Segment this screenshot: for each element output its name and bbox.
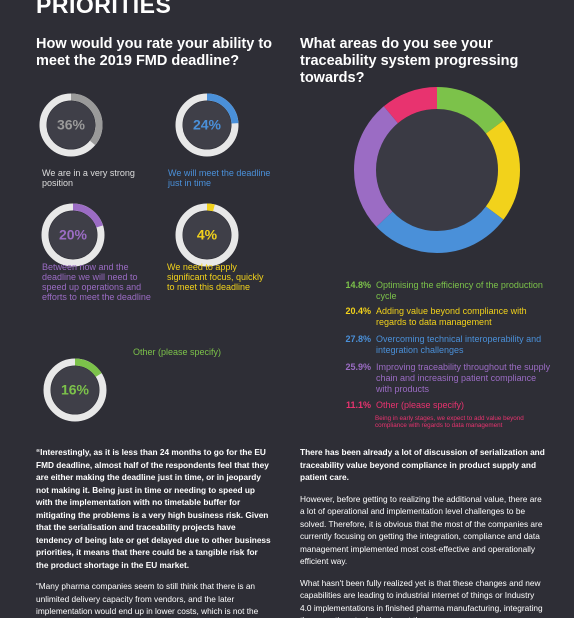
donut-segment <box>354 87 520 253</box>
donut-chart: 16% <box>43 358 107 422</box>
donut-hole <box>183 211 231 259</box>
paragraph: There has been already a lot of discussi… <box>300 447 545 482</box>
donut-hole <box>376 109 498 231</box>
donut-arc <box>39 93 103 157</box>
legend-label: Other (please specify) <box>376 400 465 410</box>
paragraph: “Many pharma companies seem to still thi… <box>36 581 259 616</box>
donut-arc <box>41 203 105 267</box>
legend-label: Optimising the efficiency of the product… <box>376 280 543 301</box>
donut-segment <box>354 87 520 253</box>
legend-value: 25.9% <box>345 362 371 372</box>
caption: We are in a very strong position <box>42 168 135 188</box>
donut-arc <box>175 203 239 267</box>
right-text: There has been already a lot of discussi… <box>300 446 548 618</box>
legend-value: 14.8% <box>345 280 371 290</box>
donut-chart: 4% <box>175 203 239 267</box>
donut-arc <box>43 358 107 422</box>
donut-chart: 20% <box>41 203 105 267</box>
left-question: How would you rate your ability to meet … <box>36 36 273 69</box>
value-label: 20% <box>59 227 88 243</box>
quote: “Interestingly, as it is less than 24 mo… <box>36 447 271 570</box>
legend-value: 11.1% <box>345 400 371 410</box>
donut-arc <box>175 93 239 157</box>
donut-chart: 24% <box>175 93 239 157</box>
legend-item: 11.1% Other (please specify) <box>333 400 553 411</box>
value-label: 36% <box>57 117 86 133</box>
donut-chart: 36% <box>39 93 103 157</box>
legend-value: 27.8% <box>345 334 371 344</box>
caption: We need to apply significant focus, quic… <box>167 262 264 292</box>
caption: We will meet the deadline just in time <box>168 168 271 188</box>
caption: Between now and the deadline we will nee… <box>42 262 151 302</box>
legend-item: 25.9% Improving traceability throughout t… <box>333 362 553 395</box>
right-question: What areas do you see your traceability … <box>300 36 519 86</box>
value-label: 4% <box>197 227 218 243</box>
donut-hole <box>183 101 231 149</box>
donut-chart <box>354 87 520 253</box>
donut-hole <box>47 101 95 149</box>
legend-item: 20.4% Adding value beyond compliance with… <box>333 306 553 328</box>
legend-label: Overcoming technical interoperability an… <box>376 334 542 355</box>
legend-label: Improving traceability throughout the su… <box>376 362 551 394</box>
donut-segment <box>354 87 520 253</box>
legend-label: Adding value beyond compliance with rega… <box>376 306 527 327</box>
legend-item: 27.8% Overcoming technical interoperabili… <box>333 334 553 356</box>
donut-hole <box>49 211 97 259</box>
caption: Other (please specify) <box>133 347 222 357</box>
paragraph: What hasn't been fully realized yet is t… <box>300 577 543 618</box>
page-title: PRIORITIES <box>36 0 172 18</box>
value-label: 24% <box>193 117 222 133</box>
donut-segment <box>354 87 520 253</box>
value-label: 16% <box>61 382 90 398</box>
donut-hole <box>51 366 99 414</box>
note: Being in early stages, we expect to add … <box>375 415 524 429</box>
legend-value: 20.4% <box>345 306 371 316</box>
left-text: “Interestingly, as it is less than 24 mo… <box>36 446 272 618</box>
legend-item: 14.8% Optimising the efficiency of the pr… <box>333 280 553 302</box>
paragraph: However, before getting to realizing the… <box>300 493 543 567</box>
